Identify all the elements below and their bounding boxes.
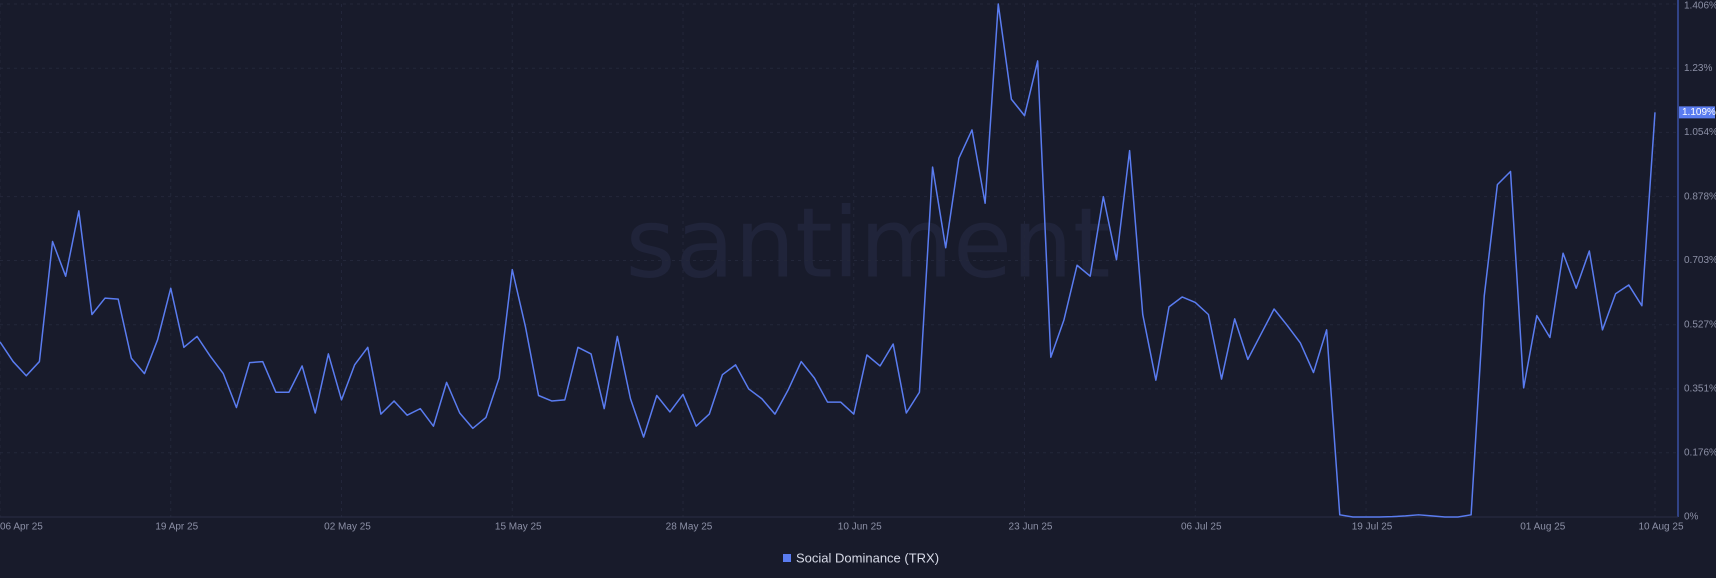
x-tick-label: 10 Jun 25	[838, 522, 882, 533]
x-tick-label: 10 Aug 25	[1638, 522, 1683, 533]
y-tick-label: 0.878%	[1684, 191, 1716, 202]
y-tick-label: 0.703%	[1684, 255, 1716, 266]
x-tick-label: 01 Aug 25	[1520, 522, 1565, 533]
x-tick-label: 28 May 25	[666, 522, 713, 533]
watermark: santiment	[625, 187, 1110, 299]
x-tick-label: 23 Jun 25	[1009, 522, 1053, 533]
legend-swatch	[783, 554, 791, 562]
last-value-badge	[1679, 106, 1715, 119]
x-tick-label: 15 May 25	[495, 522, 542, 533]
x-tick-label: 19 Jul 25	[1352, 522, 1393, 533]
x-tick-label: 02 May 25	[324, 522, 371, 533]
y-tick-label: 1.054%	[1684, 127, 1716, 138]
x-tick-label: 06 Apr 25	[0, 522, 43, 533]
y-tick-label: 1.406%	[1684, 1, 1716, 12]
last-value-label: 1.109%	[1682, 107, 1716, 118]
legend-item: Social Dominance (TRX)	[783, 550, 939, 565]
y-tick-label: 1.23%	[1684, 63, 1712, 74]
y-tick-label: 0%	[1684, 512, 1699, 523]
y-tick-label: 0.351%	[1684, 384, 1716, 395]
line-series	[0, 3, 1656, 518]
legend-label: Social Dominance (TRX)	[796, 550, 939, 565]
y-tick-label: 0.176%	[1684, 447, 1716, 458]
x-tick-label: 19 Apr 25	[155, 522, 198, 533]
y-tick-label: 0.527%	[1684, 319, 1716, 330]
x-tick-label: 06 Jul 25	[1181, 522, 1222, 533]
